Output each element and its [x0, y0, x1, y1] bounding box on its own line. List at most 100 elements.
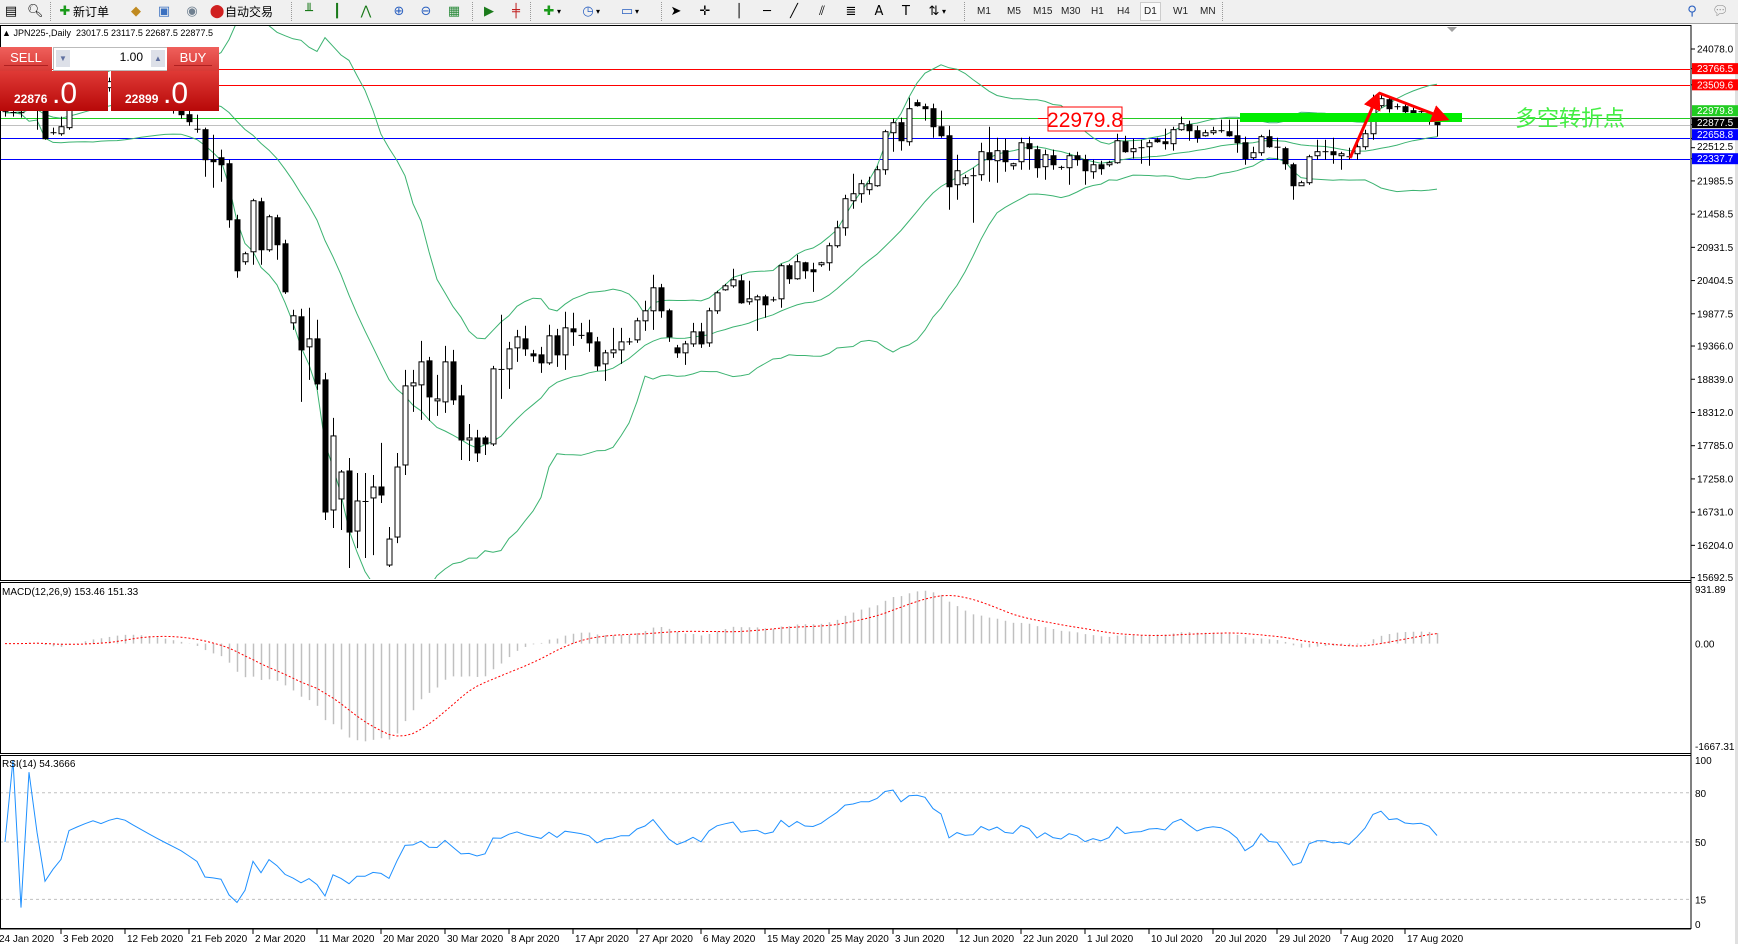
time-axis-label: 8 Apr 2020 [511, 934, 560, 944]
timeframe-h4[interactable]: H4 [1117, 6, 1130, 17]
price-axis-label: 22512.5 [1697, 142, 1734, 153]
new-order-button[interactable]: ✚ 新订单 [57, 2, 109, 21]
auto-trading-button[interactable]: ⬤ 自动交易 [209, 2, 273, 21]
line-chart-icon[interactable]: ⋀ [360, 3, 372, 19]
candle-body [682, 343, 689, 354]
candle-body [242, 253, 249, 263]
timeframe-w1[interactable]: W1 [1173, 6, 1188, 17]
candle-body [1034, 149, 1041, 169]
time-axis-label: 6 May 2020 [703, 934, 756, 944]
text-label-icon[interactable]: T [902, 3, 910, 19]
crosshair-icon[interactable]: ✛ [699, 3, 711, 19]
candle [1362, 129, 1369, 150]
candle [1074, 151, 1081, 166]
rsi-pane [0, 759, 1690, 908]
candle [306, 307, 313, 380]
candle [1018, 137, 1025, 170]
buy-price-fraction: .0 [163, 77, 189, 110]
candle [1306, 154, 1313, 185]
lot-size-field[interactable]: ▼ 1.00 ▲ [53, 47, 168, 71]
cursor-icon[interactable]: ➤ [670, 3, 682, 19]
zoom-search-icon[interactable]: 🔍︎ [27, 3, 44, 19]
candle [1322, 139, 1329, 160]
candle-body [330, 435, 337, 511]
candle [866, 176, 873, 195]
autoscroll-icon[interactable]: ▶ [484, 3, 494, 19]
candle-body [698, 331, 705, 345]
candle-body [1242, 142, 1249, 160]
candle [818, 261, 825, 267]
arrows-icon[interactable]: ⇅ ▾ [928, 3, 947, 19]
bollinger-upper-band [4, 26, 1438, 340]
candle-body [1402, 106, 1409, 113]
bar-chart-icon[interactable]: ╨ [305, 3, 313, 19]
candle [786, 263, 793, 284]
rsi-axis-label: 0 [1695, 920, 1701, 931]
collapse-triangle-icon[interactable]: ▲ [2, 28, 11, 38]
zoom-out-icon[interactable]: ⊖ [420, 3, 432, 19]
sell-button[interactable]: SELL [0, 47, 52, 71]
horizontal-line-icon[interactable]: ─ [763, 3, 771, 19]
timeframe-h1[interactable]: H1 [1091, 6, 1104, 17]
timeframe-d1[interactable]: D1 [1140, 2, 1161, 21]
channel-icon[interactable]: ⫽ [819, 3, 825, 19]
candle [874, 165, 881, 187]
history-icon[interactable]: ◆ [131, 3, 141, 19]
new-chart-icon[interactable]: ▤ [4, 3, 18, 19]
candle [450, 349, 457, 405]
candle-body [338, 471, 345, 500]
candle-body [234, 219, 241, 272]
candle [898, 117, 905, 151]
candle-body [802, 262, 809, 272]
candlestick-icon[interactable]: ┃ [333, 3, 341, 19]
chat-icon[interactable]: 💬︎ [1712, 3, 1729, 19]
candle-body [258, 201, 265, 251]
annotation-note: 多空转折点 [1515, 107, 1625, 132]
indicators-icon[interactable]: ✚ ▾ [543, 3, 562, 19]
buy-button[interactable]: BUY [167, 47, 219, 71]
timeframe-m15[interactable]: M15 [1033, 6, 1053, 17]
templates-icon[interactable]: ▭ ▾ [620, 3, 640, 19]
periods-icon[interactable]: ◷ ▾ [582, 3, 601, 19]
trendline-icon[interactable]: ╱ [790, 3, 798, 19]
candle [634, 317, 641, 343]
candle [714, 290, 721, 314]
chart-shift-icon[interactable]: ╪ [512, 3, 520, 19]
buy-price-box[interactable]: 22899 .0 [111, 71, 219, 111]
signals-icon[interactable]: ◉ [186, 3, 198, 19]
timeframe-m30[interactable]: M30 [1061, 6, 1081, 17]
candle [1202, 129, 1209, 137]
candle [58, 116, 65, 136]
timeframe-m5[interactable]: M5 [1007, 6, 1021, 17]
vertical-line-icon[interactable]: │ [735, 3, 743, 19]
candle-body [602, 352, 609, 365]
lot-increase-icon[interactable]: ▲ [151, 50, 165, 67]
price-axis-label: 15692.5 [1697, 573, 1734, 584]
tile-windows-icon[interactable]: ▦ [447, 3, 461, 19]
lot-decrease-icon[interactable]: ▼ [56, 50, 70, 67]
candle-body [562, 327, 569, 356]
fibonacci-icon[interactable]: ≣ [845, 3, 857, 19]
timeframe-mn[interactable]: MN [1200, 6, 1216, 17]
timeframe-m1[interactable]: M1 [977, 6, 991, 17]
price-label-box [1047, 106, 1123, 132]
text-icon[interactable]: A [874, 3, 884, 19]
candle-body [530, 353, 537, 357]
navigator-icon[interactable]: ▣ [157, 3, 171, 19]
candle [402, 369, 409, 476]
lot-value[interactable]: 1.00 [119, 50, 143, 64]
candle-body [1202, 132, 1209, 137]
candle [226, 159, 233, 228]
right-edge-scrollbar [1735, 24, 1738, 944]
sell-price-fraction: .0 [52, 77, 78, 110]
rsi-axis-label: 50 [1695, 838, 1707, 849]
sell-price-box[interactable]: 22876 .0 [0, 71, 108, 111]
axes: 24078.023766.523509.622979.822877.522658… [0, 45, 1738, 944]
zoom-in-icon[interactable]: ⊕ [393, 3, 405, 19]
candle-body [226, 163, 233, 221]
candle [1170, 126, 1177, 151]
candle [930, 103, 937, 138]
candle-body [346, 470, 353, 533]
search-icon[interactable]: ⚲ [1687, 3, 1697, 19]
